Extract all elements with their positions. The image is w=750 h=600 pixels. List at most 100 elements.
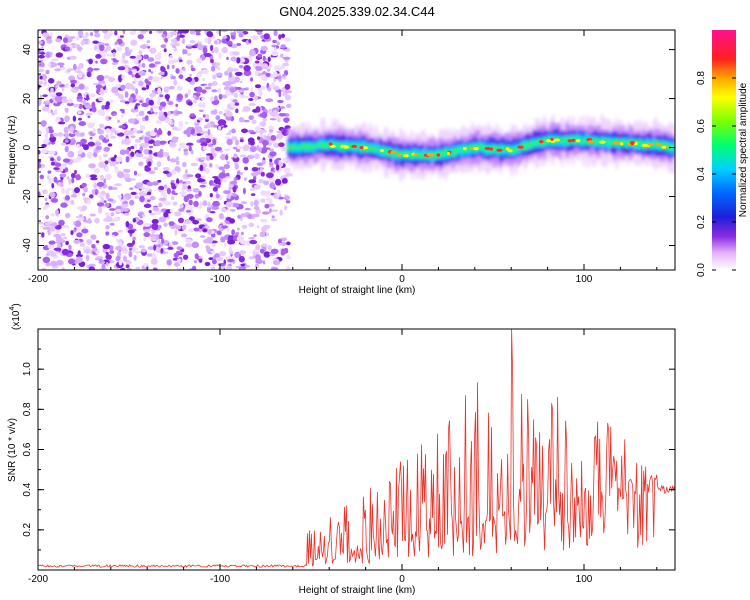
- noise-cell: [133, 254, 137, 261]
- noise-cell: [280, 44, 287, 49]
- noise-cell: [104, 160, 109, 165]
- noise-cell: [238, 117, 245, 123]
- noise-cell: [212, 200, 221, 208]
- band-hotspot: [329, 144, 336, 148]
- noise-cell: [76, 232, 83, 238]
- noise-cell: [183, 174, 187, 179]
- noise-cell: [250, 87, 254, 92]
- noise-cell: [148, 63, 156, 68]
- noise-cell: [280, 248, 286, 256]
- noise-cell: [86, 71, 92, 78]
- noise-cell: [256, 244, 261, 251]
- noise-cell: [196, 86, 203, 93]
- noise-cell: [68, 75, 76, 81]
- noise-cell: [205, 118, 209, 122]
- noise-cell: [50, 87, 54, 92]
- noise-cell: [64, 46, 71, 51]
- noise-cell: [50, 260, 58, 267]
- noise-cell: [58, 219, 65, 226]
- noise-cell: [76, 227, 81, 231]
- noise-cell: [184, 121, 189, 125]
- noise-cell: [164, 201, 172, 206]
- noise-cell: [214, 46, 219, 54]
- band-hotspot: [571, 138, 576, 142]
- noise-cell: [108, 208, 116, 211]
- noise-cell: [149, 196, 156, 201]
- noise-cell: [81, 143, 85, 147]
- noise-cell: [178, 147, 181, 152]
- noise-cell: [199, 201, 203, 209]
- band-hotspot: [633, 142, 638, 146]
- noise-cell: [50, 161, 56, 166]
- noise-cell: [105, 254, 112, 260]
- noise-cell: [95, 60, 98, 64]
- noise-cell: [261, 85, 266, 91]
- noise-cell: [121, 110, 125, 114]
- noise-cell: [158, 72, 165, 76]
- snr-scale-label: (x104): [9, 303, 22, 330]
- noise-cell: [248, 103, 256, 106]
- noise-cell: [135, 182, 143, 189]
- noise-cell: [225, 89, 231, 97]
- noise-cell: [111, 86, 119, 94]
- noise-cell: [93, 182, 98, 189]
- noise-cell: [186, 174, 194, 178]
- noise-cell: [117, 66, 126, 71]
- noise-cell: [98, 135, 105, 140]
- noise-cell: [82, 38, 90, 42]
- noise-cell: [183, 254, 189, 260]
- noise-cell: [183, 151, 189, 156]
- noise-cell: [253, 184, 261, 190]
- spectrogram-ylabel: Frequency (Hz): [7, 116, 18, 185]
- noise-cell: [99, 123, 105, 129]
- noise-cell: [155, 233, 159, 241]
- noise-cell: [248, 236, 255, 240]
- noise-cell: [202, 146, 207, 151]
- noise-cell: [85, 112, 93, 116]
- noise-cell: [271, 50, 279, 57]
- noise-cell: [207, 82, 213, 87]
- noise-cell: [105, 115, 111, 122]
- noise-cell: [64, 167, 69, 173]
- noise-cell: [242, 157, 249, 164]
- noise-cell: [256, 225, 260, 228]
- noise-cell: [69, 55, 76, 60]
- noise-cell: [236, 227, 240, 231]
- band-hotspot: [554, 138, 560, 142]
- noise-cell: [259, 248, 265, 254]
- noise-cell: [66, 175, 70, 181]
- noise-cell: [81, 182, 87, 188]
- noise-cell: [132, 248, 137, 253]
- noise-cell: [114, 183, 122, 187]
- noise-cell: [44, 133, 49, 139]
- colorbar-tick-label: 0.2: [696, 215, 707, 229]
- noise-cell: [119, 35, 124, 38]
- noise-cell: [110, 157, 117, 162]
- band-cell: [454, 147, 460, 155]
- noise-cell: [62, 236, 68, 240]
- noise-cell: [60, 233, 66, 237]
- noise-cell: [196, 133, 202, 137]
- noise-cell: [81, 228, 89, 234]
- noise-cell: [156, 161, 162, 168]
- noise-cell: [260, 171, 265, 177]
- band-cell: [310, 144, 316, 150]
- noise-cell: [212, 152, 217, 158]
- noise-cell: [233, 177, 237, 184]
- noise-cell: [158, 224, 162, 229]
- noise-cell: [238, 65, 244, 69]
- noise-cell: [104, 43, 110, 46]
- noise-cell: [218, 52, 222, 59]
- noise-cell: [38, 191, 41, 198]
- noise-cell: [105, 211, 110, 217]
- noise-cell: [116, 119, 121, 124]
- noise-cell: [207, 201, 211, 208]
- noise-cell: [178, 217, 184, 224]
- noise-cell: [116, 132, 125, 137]
- noise-cell: [195, 32, 201, 36]
- noise-cell: [281, 178, 288, 184]
- noise-cell: [176, 246, 183, 251]
- noise-cell: [225, 110, 233, 117]
- band-hotspot: [545, 139, 551, 143]
- noise-cell: [144, 166, 152, 172]
